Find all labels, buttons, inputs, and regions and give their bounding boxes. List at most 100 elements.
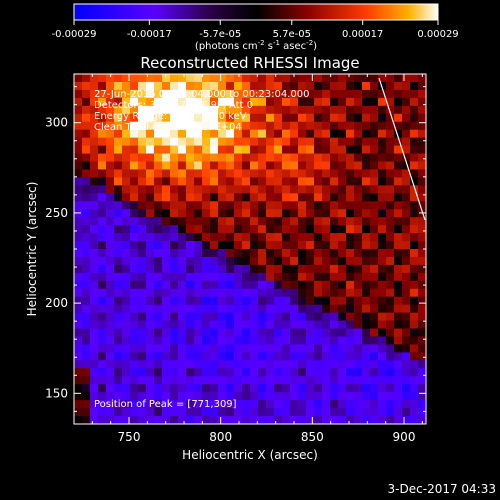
- heatmap-cell: [306, 288, 315, 298]
- heatmap-cell: [98, 97, 107, 107]
- heatmap-cell: [170, 129, 179, 139]
- heatmap-cell: [306, 360, 315, 369]
- heatmap-cell: [362, 209, 371, 218]
- heatmap-cell: [346, 312, 355, 322]
- heatmap-cell: [226, 105, 235, 115]
- heatmap-cell: [90, 392, 99, 401]
- heatmap-cell: [386, 416, 395, 424]
- heatmap-cell: [322, 336, 331, 346]
- heatmap-cell: [210, 161, 219, 171]
- heatmap-cell: [402, 201, 411, 210]
- heatmap-cell: [258, 193, 267, 202]
- heatmap-cell: [306, 137, 315, 147]
- heatmap-cell: [298, 193, 307, 202]
- heatmap-cell: [234, 185, 243, 194]
- heatmap-cell: [234, 97, 243, 107]
- heatmap-cell: [402, 225, 411, 234]
- heatmap-cell: [322, 344, 331, 353]
- heatmap-cell: [106, 217, 115, 226]
- heatmap-cell: [242, 121, 251, 131]
- heatmap-cell: [210, 328, 219, 338]
- heatmap-cell: [338, 217, 347, 226]
- heatmap-cell: [418, 74, 426, 83]
- heatmap-cell: [130, 376, 139, 385]
- heatmap-cell: [202, 185, 211, 194]
- heatmap-cell: [210, 185, 219, 194]
- heatmap-cell: [330, 376, 339, 385]
- heatmap-cell: [170, 264, 179, 274]
- heatmap-cell: [82, 264, 91, 274]
- x-axis: 750 800 850 900: [91, 74, 423, 444]
- heatmap-cell: [154, 241, 163, 250]
- heatmap-cell: [178, 304, 187, 314]
- heatmap-cell: [170, 81, 179, 91]
- heatmap-cell: [154, 153, 163, 163]
- heatmap-cell: [146, 225, 155, 234]
- heatmap-cell: [386, 304, 395, 314]
- heatmap-cell: [146, 233, 155, 242]
- heatmap-cell: [282, 344, 291, 353]
- heatmap-cell: [122, 193, 131, 202]
- heatmap-cell: [138, 328, 147, 338]
- heatmap-cell: [298, 360, 307, 369]
- heatmap-cell: [138, 185, 147, 194]
- heatmap-cell: [202, 74, 211, 83]
- heatmap-cell: [74, 408, 83, 417]
- heatmap-cell: [122, 256, 131, 266]
- heatmap-cell: [258, 264, 267, 274]
- heatmap-cell: [410, 241, 419, 250]
- heatmap-cell: [266, 185, 275, 194]
- heatmap-cell: [274, 392, 283, 401]
- heatmap-cell: [82, 89, 91, 99]
- heatmap-cell: [386, 121, 395, 131]
- heatmap-cell: [178, 161, 187, 171]
- heatmap-cell: [338, 89, 347, 99]
- heatmap-cell: [346, 392, 355, 401]
- heatmap-cell: [258, 241, 267, 250]
- heatmap-cell: [354, 233, 363, 242]
- heatmap-cell: [410, 185, 419, 194]
- heatmap-cell: [378, 169, 387, 178]
- heatmap-cell: [258, 296, 267, 306]
- heatmap-cell: [154, 193, 163, 202]
- heatmap-cell: [354, 256, 363, 266]
- heatmap-cell: [178, 241, 187, 250]
- heatmap-cell: [138, 145, 147, 155]
- heatmap-cell: [354, 185, 363, 194]
- heatmap-cell: [314, 376, 323, 385]
- heatmap-cell: [154, 272, 163, 282]
- heatmap-cell: [210, 113, 219, 123]
- heatmap-cell: [242, 376, 251, 385]
- heatmap-cell: [98, 249, 107, 258]
- heatmap-cell: [402, 81, 411, 91]
- heatmap-cell: [418, 416, 426, 424]
- heatmap-cell: [370, 105, 379, 115]
- heatmap-cell: [282, 336, 291, 346]
- heatmap-cell: [338, 360, 347, 369]
- heatmap-cell: [98, 241, 107, 250]
- heatmap-cell: [154, 74, 163, 83]
- heatmap-cell: [354, 384, 363, 393]
- heatmap-cell: [386, 368, 395, 377]
- heatmap-cell: [154, 185, 163, 194]
- heatmap-cell: [378, 129, 387, 139]
- heatmap-cell: [74, 137, 83, 147]
- heatmap-cell: [314, 312, 323, 322]
- heatmap-cell: [290, 217, 299, 226]
- heatmap-cell: [138, 241, 147, 250]
- heatmap-cell: [258, 376, 267, 385]
- heatmap-cell: [242, 209, 251, 218]
- heatmap-cell: [186, 288, 195, 298]
- heatmap-cell: [314, 74, 323, 83]
- heatmap-cell: [82, 368, 91, 377]
- heatmap-cell: [106, 113, 115, 123]
- heatmap-cell: [394, 328, 403, 338]
- x-axis-label: Heliocentric X (arcsec): [182, 448, 318, 462]
- heatmap-cell: [410, 368, 419, 377]
- heatmap-cell: [146, 288, 155, 298]
- heatmap-cell: [370, 74, 379, 83]
- heatmap-cell: [322, 376, 331, 385]
- heatmap-cell: [362, 241, 371, 250]
- heatmap-cell: [298, 352, 307, 361]
- heatmap-cell: [234, 280, 243, 290]
